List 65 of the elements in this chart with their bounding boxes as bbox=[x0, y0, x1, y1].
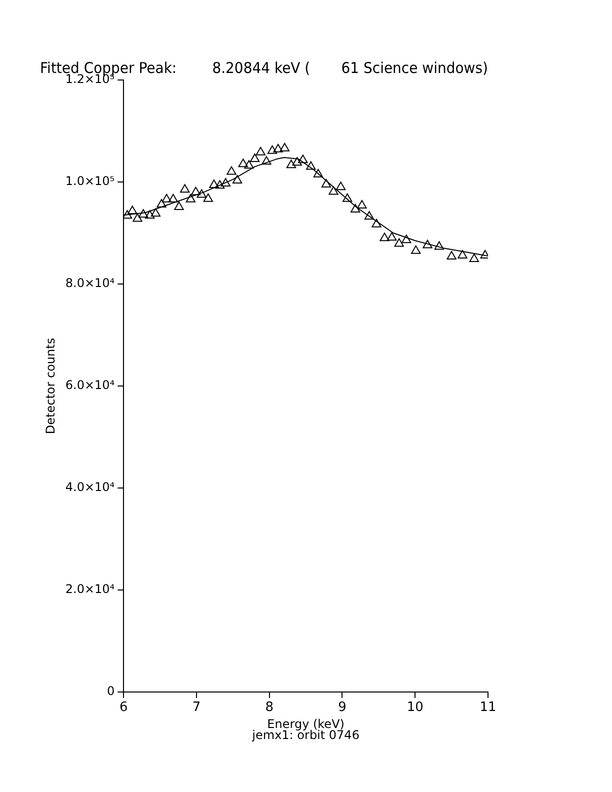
point bbox=[226, 166, 236, 175]
point bbox=[469, 254, 479, 262]
point bbox=[372, 218, 382, 228]
point bbox=[196, 189, 206, 198]
point bbox=[203, 193, 213, 202]
point bbox=[422, 240, 432, 248]
point bbox=[273, 144, 283, 152]
point bbox=[380, 232, 390, 242]
y-tick-label: 4.0×10⁴ bbox=[65, 480, 115, 494]
point bbox=[411, 245, 421, 254]
point bbox=[394, 238, 404, 247]
point bbox=[162, 194, 172, 202]
x-tick-label: 7 bbox=[192, 700, 201, 716]
point bbox=[186, 194, 196, 202]
point bbox=[209, 180, 219, 188]
point bbox=[386, 232, 397, 241]
point bbox=[244, 160, 254, 169]
point bbox=[357, 200, 367, 208]
point bbox=[306, 161, 316, 170]
x-tick-label: 11 bbox=[480, 700, 496, 716]
point bbox=[214, 180, 225, 189]
point bbox=[174, 201, 184, 210]
point bbox=[336, 182, 346, 190]
point bbox=[350, 204, 360, 213]
y-tick-label: 6.0×10⁴ bbox=[65, 378, 115, 392]
point bbox=[124, 210, 132, 219]
point bbox=[168, 194, 178, 202]
point bbox=[267, 145, 278, 154]
x-tick-label: 8 bbox=[265, 700, 274, 716]
point bbox=[250, 154, 260, 162]
point bbox=[321, 179, 332, 188]
point bbox=[342, 193, 352, 202]
point bbox=[180, 184, 190, 193]
point bbox=[364, 211, 374, 220]
point bbox=[220, 178, 230, 187]
x-tick-label: 9 bbox=[338, 700, 346, 716]
point bbox=[280, 142, 290, 152]
y-axis-title: Detector counts bbox=[43, 338, 58, 434]
point bbox=[190, 186, 201, 196]
point bbox=[156, 198, 166, 208]
point bbox=[434, 241, 444, 250]
point bbox=[232, 174, 242, 184]
point bbox=[262, 156, 272, 165]
y-tick-label: 2.0×10⁴ bbox=[65, 582, 115, 596]
point bbox=[256, 146, 266, 156]
point bbox=[132, 213, 142, 222]
point bbox=[292, 157, 302, 166]
point bbox=[298, 154, 308, 164]
point bbox=[138, 209, 148, 218]
y-tick-label: 1.0×10⁵ bbox=[65, 174, 115, 188]
point bbox=[458, 250, 468, 258]
point bbox=[402, 234, 412, 244]
x-tick-label: 10 bbox=[406, 700, 424, 716]
x-axis-title: Energy (keV) bbox=[267, 716, 344, 731]
point bbox=[238, 158, 248, 168]
point bbox=[128, 206, 138, 214]
point bbox=[446, 250, 456, 260]
point bbox=[145, 210, 155, 219]
point bbox=[286, 160, 296, 168]
x-tick-label: 6 bbox=[119, 700, 128, 716]
y-tick-label: 0 bbox=[106, 684, 115, 698]
point bbox=[328, 186, 338, 195]
point bbox=[150, 208, 161, 217]
y-tick-label: 8.0×10⁴ bbox=[65, 276, 115, 290]
point bbox=[313, 168, 324, 178]
